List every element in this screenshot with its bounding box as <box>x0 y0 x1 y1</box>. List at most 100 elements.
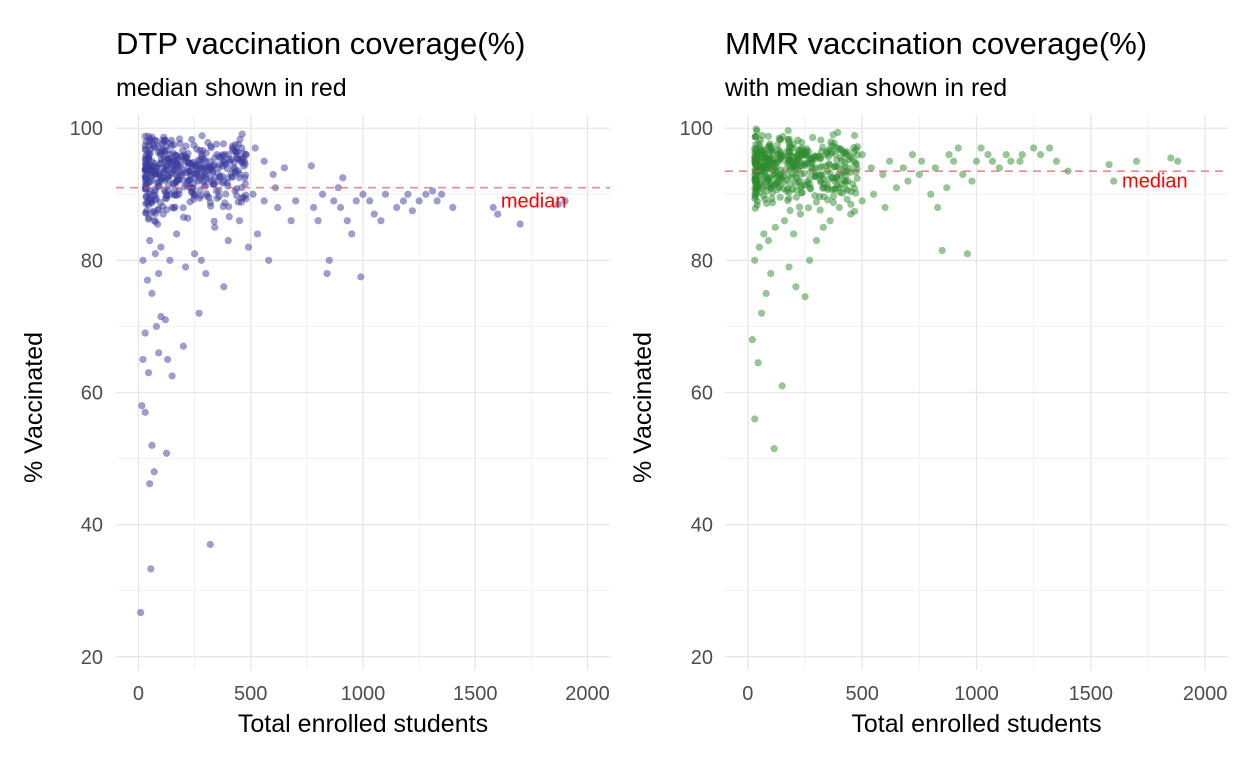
data-point <box>370 210 378 218</box>
data-point <box>141 132 149 140</box>
data-point <box>819 184 827 192</box>
x-axis-label: Total enrolled students <box>851 710 1101 738</box>
data-point <box>155 349 163 357</box>
data-point <box>826 217 834 225</box>
data-point <box>150 217 158 225</box>
data-point <box>156 198 164 207</box>
data-point <box>908 151 917 159</box>
data-point <box>210 217 218 225</box>
data-point <box>218 151 226 159</box>
data-point <box>213 194 221 202</box>
data-point <box>147 565 155 573</box>
data-point <box>753 127 761 135</box>
data-point <box>144 215 152 223</box>
data-point <box>231 158 239 166</box>
data-point <box>805 256 814 264</box>
data-point <box>184 214 192 222</box>
data-point <box>1132 157 1141 165</box>
data-point <box>829 192 837 201</box>
data-point <box>166 256 174 264</box>
data-point <box>244 243 253 251</box>
data-point <box>142 151 150 159</box>
data-point <box>323 269 331 278</box>
y-tick-label: 20 <box>81 647 103 669</box>
data-point <box>336 203 345 212</box>
data-point <box>972 157 981 165</box>
data-point <box>141 329 149 337</box>
data-point <box>494 210 502 218</box>
data-point <box>751 256 759 264</box>
dtp-chart-panel: DTP vaccination coverage(%) median shown… <box>0 0 610 768</box>
data-point <box>429 187 437 195</box>
data-point <box>164 355 172 364</box>
data-point <box>151 185 159 193</box>
data-point <box>228 173 236 181</box>
data-point <box>811 172 819 181</box>
data-point <box>235 140 243 149</box>
chart-title: DTP vaccination coverage(%) <box>116 26 526 61</box>
data-point <box>984 151 992 159</box>
data-point <box>175 190 183 198</box>
data-point <box>754 359 762 367</box>
data-point <box>182 142 190 150</box>
y-tick-label: 100 <box>680 118 713 140</box>
data-point <box>784 185 792 193</box>
data-point <box>274 203 282 212</box>
data-point <box>352 197 360 205</box>
data-point <box>760 149 769 157</box>
data-point <box>1167 154 1175 162</box>
data-point <box>179 204 187 212</box>
data-point <box>904 177 912 185</box>
data-point <box>829 131 837 139</box>
data-point <box>196 192 205 200</box>
data-point <box>881 203 889 212</box>
data-point <box>812 236 821 245</box>
data-point <box>847 168 855 176</box>
data-point <box>1007 157 1015 165</box>
data-point <box>1174 157 1182 165</box>
data-point <box>757 309 766 317</box>
data-point <box>795 203 804 211</box>
data-point <box>159 210 167 218</box>
data-point <box>776 193 784 201</box>
data-point <box>318 190 327 198</box>
data-point <box>149 207 157 215</box>
data-point <box>938 246 946 255</box>
data-point <box>169 157 178 165</box>
data-point <box>142 173 150 182</box>
data-point <box>158 140 166 148</box>
data-point <box>206 199 214 207</box>
data-point <box>348 230 356 238</box>
data-point <box>201 169 209 177</box>
data-point <box>850 144 858 152</box>
y-tick-label: 80 <box>691 250 713 272</box>
data-point <box>801 161 809 170</box>
data-point <box>202 269 210 278</box>
data-point <box>751 133 759 141</box>
data-point <box>269 170 277 179</box>
data-point <box>207 144 216 152</box>
data-point <box>816 163 824 172</box>
data-point <box>381 190 390 198</box>
data-point <box>213 151 221 159</box>
data-point <box>792 283 800 291</box>
data-point <box>179 342 187 350</box>
data-point <box>307 162 315 170</box>
data-point <box>260 157 268 165</box>
data-point <box>161 316 169 324</box>
data-point <box>837 180 845 189</box>
y-tick-label: 20 <box>691 647 713 669</box>
data-point <box>241 174 249 182</box>
x-tick-label: 500 <box>234 683 267 705</box>
data-point <box>848 154 856 162</box>
data-point <box>182 263 190 271</box>
chart-title: MMR vaccination coverage(%) <box>725 26 1148 61</box>
data-point <box>1036 151 1045 159</box>
data-point <box>188 135 196 144</box>
data-point <box>330 197 338 205</box>
data-point <box>770 445 778 453</box>
data-point <box>222 190 230 198</box>
data-point <box>841 150 850 158</box>
data-point <box>152 322 161 331</box>
data-point <box>144 201 153 209</box>
